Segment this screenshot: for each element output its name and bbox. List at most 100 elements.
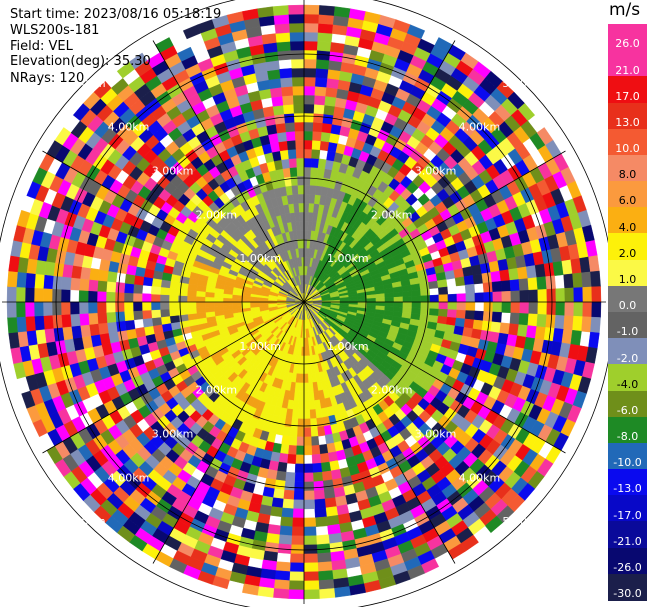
velocity-gate — [283, 480, 295, 491]
velocity-gate — [296, 427, 305, 438]
colorbar-tick-label: 26.0 — [615, 37, 640, 51]
velocity-gate — [492, 301, 503, 313]
velocity-gate — [307, 382, 314, 393]
velocity-gate — [510, 301, 521, 314]
velocity-gate — [222, 305, 233, 311]
colorbar-tick-label: -8.0 — [616, 430, 639, 444]
velocity-gate — [447, 301, 458, 311]
velocity-gate — [303, 103, 315, 114]
velocity-gate — [510, 290, 521, 303]
velocity-gate — [106, 270, 118, 283]
velocity-gate — [114, 301, 125, 313]
velocity-gate — [411, 289, 422, 297]
velocity-gate — [312, 462, 323, 474]
velocity-gate — [303, 193, 310, 204]
velocity-gate — [317, 570, 334, 581]
velocity-gate — [93, 81, 112, 99]
velocity-gate — [16, 316, 27, 333]
velocity-gate — [315, 534, 330, 545]
velocity-gate — [169, 314, 180, 324]
velocity-gate — [309, 184, 317, 195]
velocity-gate — [297, 175, 305, 186]
velocity-gate — [509, 279, 520, 292]
velocity-gate — [105, 301, 116, 313]
velocity-gate — [319, 140, 330, 152]
azimuth-spokes — [2, 0, 606, 604]
velocity-gate — [490, 321, 502, 334]
velocity-gate — [402, 301, 413, 308]
velocity-gate — [326, 442, 337, 454]
velocity-gate — [420, 307, 431, 316]
range-ring-label: 2.00km — [196, 384, 238, 397]
velocity-gate — [222, 297, 233, 303]
velocity-gate — [70, 277, 81, 291]
velocity-gate — [132, 310, 144, 321]
velocity-gate — [309, 175, 318, 186]
velocity-gate — [316, 426, 326, 437]
velocity-gate — [536, 313, 547, 328]
velocity-gate — [280, 77, 293, 88]
velocity-gate — [286, 453, 297, 465]
velocity-gate — [329, 132, 340, 144]
colorbar-segment — [608, 76, 647, 104]
velocity-colorbar: 26.0 21.0 17.0 13.0 10.0 8.0 6.0 4.0 2.0 1.0 0.0 -1… — [608, 24, 647, 601]
velocity-gate — [525, 325, 537, 339]
velocity-gate — [303, 427, 312, 438]
velocity-gate — [315, 77, 328, 88]
velocity-gate — [168, 287, 179, 296]
velocity-gate — [269, 86, 283, 98]
velocity-gate — [272, 5, 290, 16]
velocity-gate — [152, 324, 164, 335]
velocity-gate — [517, 324, 529, 338]
velocity-gate — [132, 301, 143, 312]
velocity-gate — [159, 286, 170, 296]
velocity-gate — [298, 193, 305, 204]
velocity-gate — [78, 301, 89, 315]
velocity-gate — [299, 211, 305, 222]
range-ring-label: 5.00km — [64, 77, 106, 90]
velocity-gate — [308, 400, 316, 411]
velocity-gate — [43, 274, 54, 290]
velocity-gate — [159, 308, 170, 318]
velocity-gate — [71, 265, 83, 279]
velocity-gate — [279, 525, 293, 536]
velocity-gate — [271, 150, 282, 162]
velocity-gate — [60, 289, 71, 303]
velocity-gate — [315, 68, 329, 79]
velocity-gate — [555, 301, 566, 316]
velocity-gate — [307, 373, 313, 384]
velocity-gate — [168, 308, 179, 317]
velocity-gate — [299, 220, 305, 231]
velocity-gate — [296, 229, 301, 240]
velocity-gate — [71, 325, 83, 339]
velocity-gate — [303, 499, 316, 510]
colorbar-segment — [608, 416, 647, 444]
azimuth-spoke — [42, 301, 305, 454]
velocity-gate — [150, 293, 161, 303]
velocity-gate — [279, 149, 290, 161]
range-ring-label: 5.00km — [64, 515, 106, 528]
velocity-gate — [472, 319, 484, 331]
velocity-gate — [330, 42, 346, 54]
colorbar-tick-label: -17.0 — [613, 508, 642, 522]
velocity-gate — [303, 184, 311, 195]
velocity-gate — [303, 121, 314, 132]
velocity-gate — [298, 400, 305, 411]
velocity-gate — [303, 418, 311, 429]
velocity-gate — [581, 316, 592, 333]
velocity-gate — [141, 301, 152, 311]
velocity-gate — [87, 290, 98, 303]
velocity-gate — [325, 86, 339, 98]
velocity-gate — [303, 562, 319, 573]
velocity-gate — [303, 220, 309, 231]
velocity-gate — [482, 311, 493, 323]
velocity-gate — [278, 140, 289, 152]
velocity-gate — [420, 288, 431, 297]
colorbar-tick-label: -21.0 — [613, 534, 642, 548]
range-ring-label: 1.00km — [327, 252, 369, 265]
velocity-gate — [303, 85, 316, 96]
velocity-gate — [33, 287, 44, 303]
velocity-gate — [292, 94, 305, 105]
velocity-gate — [315, 59, 330, 70]
velocity-gate — [483, 301, 494, 313]
